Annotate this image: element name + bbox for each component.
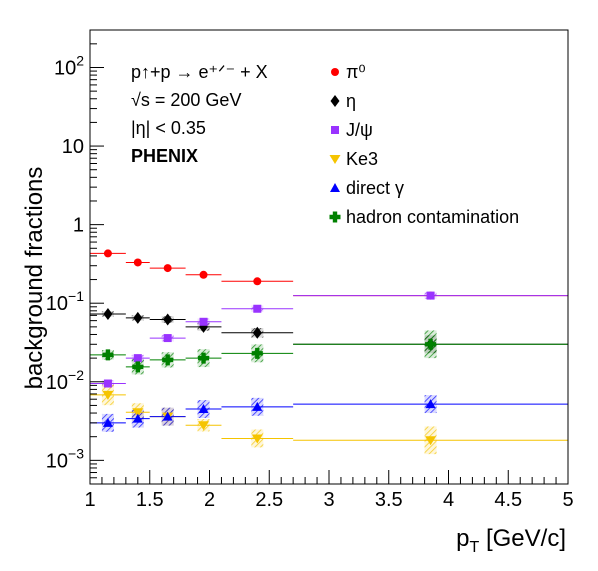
y-tick-label: 10−1: [46, 288, 84, 315]
y-axis-ticks: 10−3 10−2 10−1 1 10 102: [46, 29, 104, 485]
data-point: [198, 421, 210, 431]
legend-marker: [331, 126, 339, 134]
x-tick-label: 1.5: [136, 489, 164, 511]
data-point: [198, 404, 209, 414]
data-point: [198, 352, 210, 364]
legend-label: π⁰: [346, 62, 366, 82]
data-point: [253, 304, 262, 313]
data-markers: [102, 249, 437, 446]
x-tick-label: 2.5: [255, 489, 283, 511]
y-tick-label: 10−2: [46, 367, 84, 394]
legend-label: Ke3: [346, 149, 378, 169]
legend-marker: [329, 211, 341, 223]
legend-label: J/ψ: [346, 120, 373, 140]
systematic-bands: [101, 292, 437, 455]
data-point: [425, 338, 437, 350]
legend-marker: [329, 155, 341, 164]
x-tick-label: 1: [84, 489, 95, 511]
data-point: [102, 349, 114, 361]
data-point: [133, 354, 142, 363]
data-point: [163, 313, 173, 326]
data-point: [103, 379, 112, 388]
data-point: [102, 390, 114, 400]
data-point: [252, 401, 263, 411]
data-point: [251, 347, 263, 359]
legend-label: direct γ: [346, 178, 404, 198]
x-tick-label: 3: [323, 489, 334, 511]
data-point: [253, 277, 262, 286]
info-reaction: p↑+p → e⁺ᐟ⁻ + X: [131, 62, 268, 82]
y-axis-title: background fractions: [21, 167, 48, 390]
data-point: [252, 326, 262, 339]
data-point: [133, 311, 143, 324]
x-axis-ticks: 1 1.5 2 2.5 3 3.5 4 4.5 5: [84, 470, 574, 511]
data-point: [102, 417, 113, 427]
data-point: [162, 411, 173, 421]
x-tick-label: 3.5: [375, 489, 403, 511]
data-point: [199, 317, 208, 326]
legend: π⁰ η J/ψ Ke3 direct γ hadron contamination: [329, 62, 519, 227]
data-point: [199, 270, 208, 279]
info-eta: |η| < 0.35: [131, 118, 206, 138]
data-point: [425, 436, 437, 446]
data-point: [426, 291, 435, 300]
legend-label: η: [346, 91, 356, 111]
data-point: [132, 413, 143, 423]
y-tick-label: 102: [54, 52, 84, 79]
legend-marker: [331, 68, 339, 76]
info-energy: √s = 200 GeV: [131, 90, 241, 110]
data-point: [162, 354, 174, 366]
data-point: [163, 264, 172, 273]
data-point: [103, 249, 112, 258]
x-tick-label: 5: [562, 489, 573, 511]
y-tick-label: 10−3: [46, 445, 84, 472]
data-point: [132, 408, 144, 418]
data-point: [163, 334, 172, 343]
legend-label: hadron contamination: [346, 207, 519, 227]
legend-marker: [330, 183, 340, 192]
data-point: [133, 258, 142, 267]
legend-marker: [330, 95, 340, 107]
x-tick-label: 4: [443, 489, 454, 511]
y-tick-label: 10: [62, 136, 84, 158]
data-point: [251, 434, 263, 444]
x-tick-label: 2: [204, 489, 215, 511]
info-experiment: PHENIX: [131, 146, 198, 166]
data-point: [103, 307, 113, 320]
x-axis-title: pT [GeV/c]: [456, 525, 566, 556]
data-point: [425, 399, 436, 409]
x-tick-label: 4.5: [494, 489, 522, 511]
y-tick-label: 1: [73, 215, 84, 237]
data-point: [132, 361, 144, 373]
